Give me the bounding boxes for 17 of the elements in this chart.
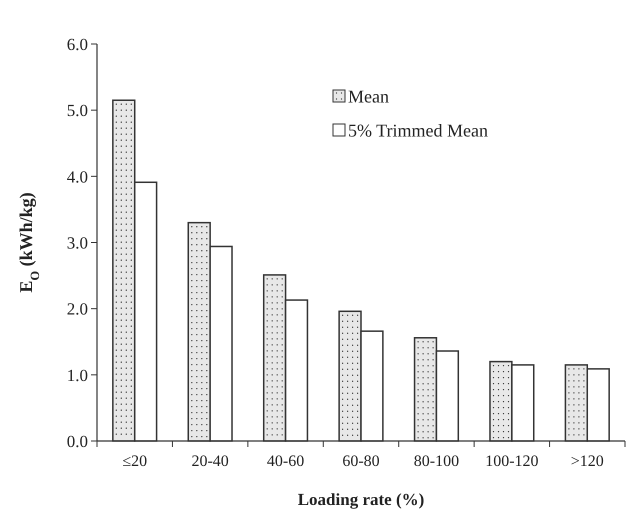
- legend-label: 5% Trimmed Mean: [348, 120, 488, 140]
- y-tick-label: 0.0: [66, 432, 88, 451]
- y-tick-label: 4.0: [66, 167, 88, 186]
- x-tick-label: ≤20: [122, 453, 148, 470]
- x-tick-label: 80-100: [414, 453, 460, 470]
- y-tick-label: 6.0: [66, 34, 88, 54]
- x-tick-label: 40-60: [266, 453, 304, 470]
- x-tick-label: >120: [570, 453, 604, 470]
- y-tick-label: 1.0: [66, 366, 88, 385]
- y-tick-label: 2.0: [66, 300, 88, 319]
- y-tick-label: 3.0: [66, 233, 88, 252]
- x-tick-label: 20-40: [191, 453, 229, 470]
- x-tick-label: 60-80: [342, 453, 380, 470]
- y-tick-label: 5.0: [66, 101, 88, 120]
- legend-label: Mean: [348, 86, 389, 106]
- x-tick-label: 100-120: [485, 453, 539, 470]
- x-axis-title: Loading rate (%): [298, 490, 424, 509]
